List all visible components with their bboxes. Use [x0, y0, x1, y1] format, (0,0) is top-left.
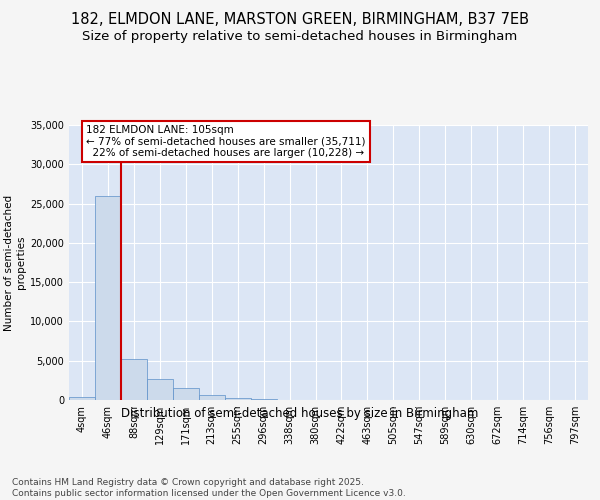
Text: Contains HM Land Registry data © Crown copyright and database right 2025.
Contai: Contains HM Land Registry data © Crown c…: [12, 478, 406, 498]
Text: 182 ELMDON LANE: 105sqm
← 77% of semi-detached houses are smaller (35,711)
  22%: 182 ELMDON LANE: 105sqm ← 77% of semi-de…: [86, 125, 365, 158]
Bar: [147, 379, 173, 400]
Text: Size of property relative to semi-detached houses in Birmingham: Size of property relative to semi-detach…: [82, 30, 518, 43]
Bar: [95, 196, 121, 400]
Bar: [121, 359, 147, 400]
Bar: [199, 394, 224, 400]
Text: 182, ELMDON LANE, MARSTON GREEN, BIRMINGHAM, B37 7EB: 182, ELMDON LANE, MARSTON GREEN, BIRMING…: [71, 12, 529, 28]
Bar: [225, 398, 251, 400]
Bar: [173, 388, 199, 400]
Y-axis label: Number of semi-detached
properties: Number of semi-detached properties: [4, 194, 26, 330]
Text: Distribution of semi-detached houses by size in Birmingham: Distribution of semi-detached houses by …: [121, 408, 479, 420]
Bar: [69, 397, 95, 400]
